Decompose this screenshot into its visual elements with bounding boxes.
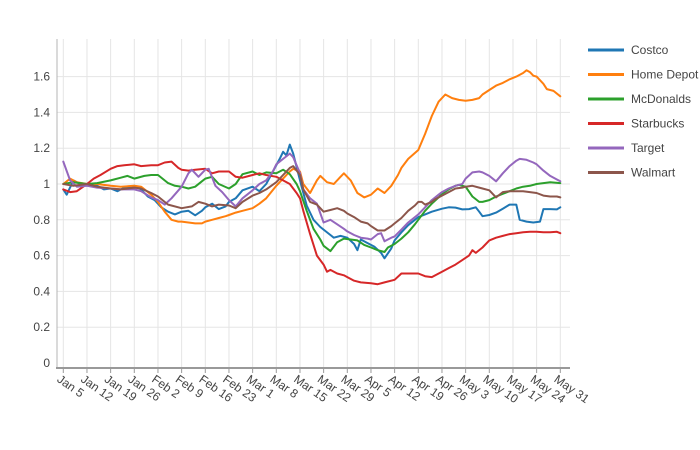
series-line-starbucks[interactable] <box>62 160 562 286</box>
legend-item-starbucks[interactable]: Starbucks <box>588 117 684 131</box>
y-tick-label: 0.6 <box>33 249 50 263</box>
legend-label: Costco <box>631 43 669 57</box>
legend-item-mcdonalds[interactable]: McDonalds <box>588 92 691 106</box>
series-line-home-depot[interactable] <box>62 69 562 225</box>
series-line-target[interactable] <box>62 152 562 243</box>
y-tick-label: 0.4 <box>33 284 50 298</box>
series-line-walmart[interactable] <box>62 165 562 232</box>
legend-label: Target <box>631 141 665 155</box>
y-tick-label: 0.2 <box>33 320 50 334</box>
y-tick-label: 1.6 <box>33 70 50 84</box>
y-tick-label: 0.8 <box>33 213 50 227</box>
y-tick-label: 1.4 <box>33 105 50 119</box>
y-tick-label: 0 <box>43 356 50 370</box>
series-line-mcdonalds[interactable] <box>62 168 562 253</box>
legend-item-home-depot[interactable]: Home Depot <box>588 68 699 82</box>
y-tick-label: 1 <box>43 177 50 191</box>
legend-item-walmart[interactable]: Walmart <box>588 166 676 180</box>
series-line-costco[interactable] <box>62 143 562 260</box>
legend-item-target[interactable]: Target <box>588 141 665 155</box>
y-tick-label: 1.2 <box>33 141 50 155</box>
legend: Costco Home Depot McDonalds Starbucks Target… <box>588 43 699 180</box>
legend-label: McDonalds <box>631 92 691 106</box>
legend-label: Starbucks <box>631 117 684 131</box>
legend-label: Walmart <box>631 166 676 180</box>
legend-item-costco[interactable]: Costco <box>588 43 669 57</box>
legend-label: Home Depot <box>631 68 699 82</box>
